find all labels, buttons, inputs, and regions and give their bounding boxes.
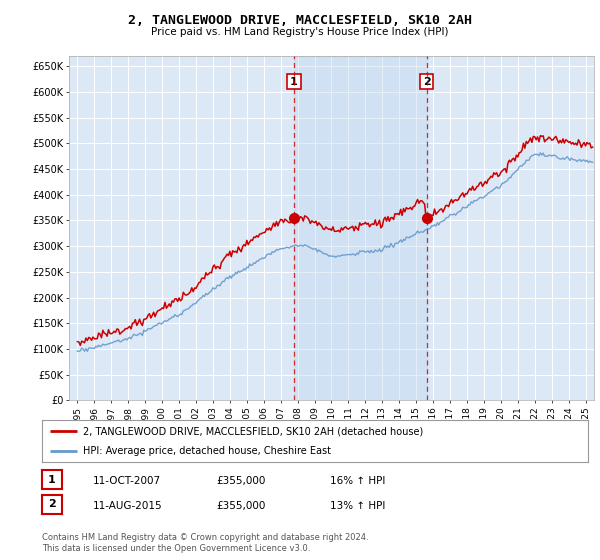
Text: 2: 2 xyxy=(48,500,56,509)
Text: 1: 1 xyxy=(290,77,298,87)
Text: £355,000: £355,000 xyxy=(216,476,265,486)
Bar xyxy=(294,56,427,400)
Text: Contains HM Land Registry data © Crown copyright and database right 2024.
This d: Contains HM Land Registry data © Crown c… xyxy=(42,533,368,553)
Text: £355,000: £355,000 xyxy=(216,501,265,511)
Text: 2, TANGLEWOOD DRIVE, MACCLESFIELD, SK10 2AH (detached house): 2, TANGLEWOOD DRIVE, MACCLESFIELD, SK10 … xyxy=(83,426,423,436)
Text: 11-OCT-2007: 11-OCT-2007 xyxy=(93,476,161,486)
Text: 11-AUG-2015: 11-AUG-2015 xyxy=(93,501,163,511)
Text: 1: 1 xyxy=(48,475,56,484)
Text: Price paid vs. HM Land Registry's House Price Index (HPI): Price paid vs. HM Land Registry's House … xyxy=(151,27,449,37)
Text: 2, TANGLEWOOD DRIVE, MACCLESFIELD, SK10 2AH: 2, TANGLEWOOD DRIVE, MACCLESFIELD, SK10 … xyxy=(128,14,472,27)
Text: 2: 2 xyxy=(422,77,430,87)
Text: 16% ↑ HPI: 16% ↑ HPI xyxy=(330,476,385,486)
Text: HPI: Average price, detached house, Cheshire East: HPI: Average price, detached house, Ches… xyxy=(83,446,331,456)
Text: 13% ↑ HPI: 13% ↑ HPI xyxy=(330,501,385,511)
